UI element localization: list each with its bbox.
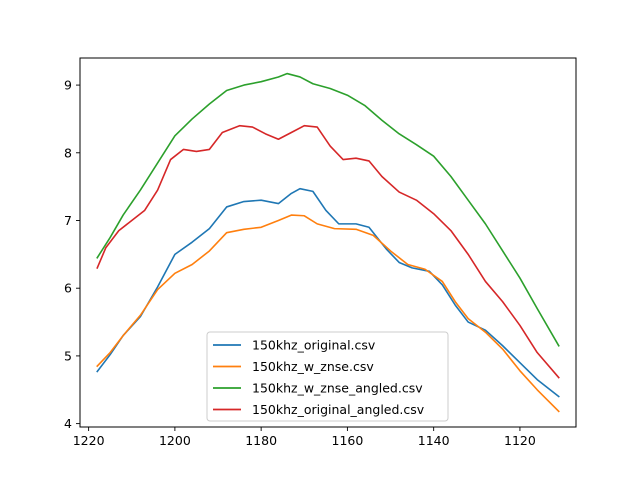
legend-entry-2: 150khz_w_znse_angled.csv bbox=[252, 381, 423, 396]
legend-box bbox=[206, 331, 449, 422]
axes-frame bbox=[79, 57, 577, 428]
plot-area bbox=[79, 57, 577, 428]
x-tick-label: 1180 bbox=[245, 433, 277, 448]
series-line-0 bbox=[96, 187, 560, 398]
legend-entry-3: 150khz_original_angled.csv bbox=[252, 402, 425, 417]
legend: 150khz_original.csv 150khz_w_znse.csv 150k… bbox=[206, 331, 449, 422]
series-line-1 bbox=[96, 214, 560, 413]
y-tick-label: 7 bbox=[64, 213, 72, 228]
x-tick-label: 1220 bbox=[73, 433, 105, 448]
y-axis: 4 5 6 7 8 9 bbox=[64, 78, 80, 431]
x-tick-label: 1200 bbox=[159, 433, 191, 448]
legend-entry-1: 150khz_w_znse.csv bbox=[252, 359, 374, 374]
x-axis: 1220 1200 1180 1160 1140 1120 bbox=[73, 427, 536, 448]
series-line-3 bbox=[96, 124, 560, 379]
y-tick-label: 4 bbox=[64, 416, 72, 431]
x-tick-label: 1140 bbox=[418, 433, 450, 448]
y-tick-label: 8 bbox=[64, 145, 72, 160]
y-tick-label: 5 bbox=[64, 348, 72, 363]
series-line-2 bbox=[96, 72, 560, 347]
legend-entry-0: 150khz_original.csv bbox=[252, 338, 376, 353]
y-tick-label: 9 bbox=[64, 78, 72, 93]
x-tick-label: 1160 bbox=[332, 433, 364, 448]
series-layer bbox=[96, 72, 560, 413]
y-tick-label: 6 bbox=[64, 281, 72, 296]
x-tick-label: 1120 bbox=[504, 433, 536, 448]
